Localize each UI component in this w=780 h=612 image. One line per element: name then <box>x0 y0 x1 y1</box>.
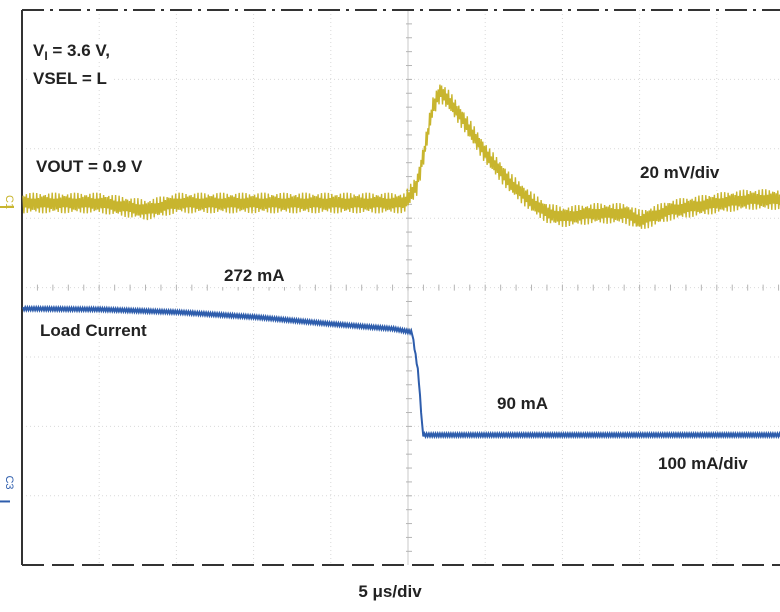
annotation-current-low: 90 mA <box>491 393 555 415</box>
annotation-vout: VOUT = 0.9 V <box>30 156 149 178</box>
trace-vout <box>22 84 780 229</box>
annotation-input-voltage: VI = 3.6 V, <box>27 40 116 62</box>
trace-load-current <box>22 304 780 440</box>
annotation-load-current: Load Current <box>34 320 153 342</box>
annotation-ch1-scale: 20 mV/div <box>634 162 726 184</box>
time-scale-label: 5 μs/div <box>358 582 422 601</box>
channel-marker-c1: C1 <box>3 195 15 209</box>
annotation-current-high: 272 mA <box>218 265 291 287</box>
annotation-vsel: VSEL = L <box>27 68 113 90</box>
channel-marker-c3: C3 <box>3 475 15 489</box>
annotation-ch3-scale: 100 mA/div <box>652 453 754 475</box>
